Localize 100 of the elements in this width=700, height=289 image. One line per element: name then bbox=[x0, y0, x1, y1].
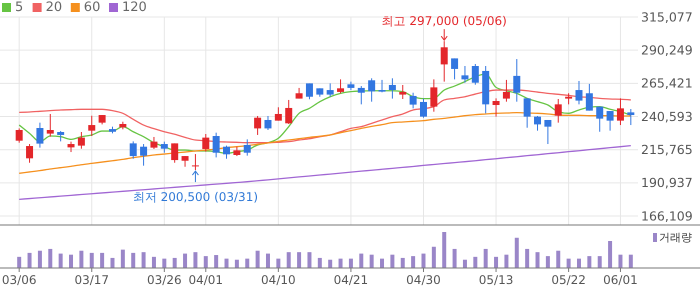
candlestick bbox=[440, 40, 448, 82]
bar bbox=[566, 258, 571, 268]
bar bbox=[286, 252, 291, 268]
bar bbox=[131, 252, 136, 268]
candlestick bbox=[98, 114, 106, 125]
bar bbox=[234, 260, 239, 268]
bar bbox=[546, 256, 550, 268]
candlestick bbox=[254, 115, 262, 136]
candlestick bbox=[16, 128, 23, 144]
candlestick bbox=[160, 141, 168, 154]
bar bbox=[359, 254, 364, 268]
candlestick bbox=[378, 79, 386, 93]
bar bbox=[628, 254, 633, 268]
candlestick bbox=[182, 156, 189, 168]
bar bbox=[514, 238, 519, 268]
bar bbox=[79, 250, 84, 268]
bar bbox=[400, 258, 405, 268]
legend-label: 거래량 bbox=[659, 231, 692, 244]
bar bbox=[576, 258, 581, 268]
candlestick bbox=[88, 115, 96, 137]
candlestick bbox=[616, 98, 624, 126]
bar bbox=[152, 256, 156, 268]
bar bbox=[48, 248, 52, 268]
bar bbox=[276, 258, 280, 268]
candlestick bbox=[358, 86, 365, 105]
candlestick bbox=[140, 144, 148, 166]
bar bbox=[58, 254, 63, 268]
bar bbox=[100, 252, 104, 268]
bar bbox=[536, 252, 540, 268]
candlestick bbox=[57, 130, 64, 142]
y-tick-label: 315,077 bbox=[641, 9, 693, 24]
x-tick-label: 04/30 bbox=[406, 273, 441, 287]
annotation: 최고 297,000 (05/06) bbox=[382, 14, 507, 28]
candlestick bbox=[461, 66, 468, 84]
candlestick bbox=[472, 64, 479, 86]
candlestick bbox=[326, 82, 334, 98]
bar bbox=[193, 252, 198, 268]
candlestick bbox=[586, 83, 593, 112]
candlestick bbox=[388, 78, 396, 100]
bar bbox=[120, 250, 125, 268]
x-tick-label: 03/26 bbox=[147, 273, 182, 287]
candlestick bbox=[420, 98, 427, 118]
bar bbox=[411, 256, 416, 268]
bar bbox=[110, 258, 114, 268]
x-tick-label: 04/21 bbox=[334, 273, 368, 287]
candlestick bbox=[606, 110, 614, 132]
candlestick bbox=[46, 113, 54, 138]
bar bbox=[494, 256, 498, 268]
candlestick bbox=[513, 58, 520, 102]
candlestick bbox=[554, 98, 562, 124]
x-tick-label: 06/01 bbox=[603, 273, 638, 287]
candlestick bbox=[36, 122, 44, 148]
y-tick-label: 265,421 bbox=[641, 76, 693, 91]
bar bbox=[370, 254, 374, 268]
bar bbox=[525, 248, 530, 268]
bar bbox=[421, 254, 426, 268]
bar bbox=[38, 250, 42, 268]
candlestick bbox=[524, 98, 531, 128]
bar bbox=[484, 248, 488, 268]
bar bbox=[307, 252, 312, 268]
candlestick bbox=[565, 92, 572, 105]
bar bbox=[608, 241, 612, 268]
x-tick-label: 03/17 bbox=[74, 273, 110, 287]
candlestick bbox=[306, 82, 313, 100]
candlestick bbox=[130, 140, 137, 160]
bar bbox=[598, 256, 602, 268]
bar bbox=[90, 252, 94, 268]
candlestick bbox=[192, 154, 199, 171]
legend-label: 5 bbox=[15, 0, 24, 15]
bar bbox=[338, 258, 343, 268]
candlestick bbox=[274, 106, 282, 122]
bar bbox=[328, 260, 332, 268]
candlestick bbox=[534, 115, 542, 132]
candlestick bbox=[430, 78, 438, 112]
bar bbox=[183, 254, 188, 268]
candlestick bbox=[171, 142, 178, 164]
legend-label: 20 bbox=[46, 0, 62, 15]
candlestick bbox=[244, 138, 251, 156]
y-tick-label: 215,765 bbox=[641, 142, 693, 158]
bar bbox=[318, 258, 322, 268]
bar bbox=[69, 254, 74, 268]
bar bbox=[462, 260, 467, 268]
bar bbox=[390, 254, 394, 268]
bar bbox=[204, 256, 208, 268]
candlestick bbox=[285, 99, 292, 124]
candlestick bbox=[202, 134, 210, 152]
bar bbox=[556, 250, 560, 268]
bar bbox=[432, 246, 436, 268]
candlestick bbox=[544, 119, 552, 145]
y-tick-label: 166,109 bbox=[641, 208, 693, 224]
bar bbox=[618, 254, 622, 268]
candlestick bbox=[575, 80, 582, 105]
bar bbox=[442, 232, 446, 268]
candlestick bbox=[337, 78, 344, 94]
candlestick bbox=[212, 132, 220, 158]
bar bbox=[348, 258, 353, 268]
x-tick-label: 03/06 bbox=[2, 273, 36, 287]
candlestick bbox=[264, 115, 272, 131]
candlestick bbox=[502, 79, 510, 102]
y-tick-label: 190,937 bbox=[641, 175, 693, 190]
